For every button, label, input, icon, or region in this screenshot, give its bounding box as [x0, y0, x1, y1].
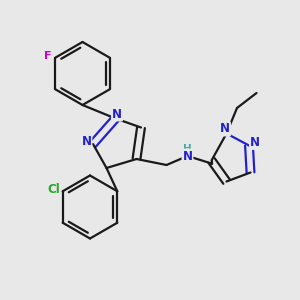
Text: Cl: Cl: [47, 183, 60, 196]
Text: N: N: [220, 122, 230, 136]
Text: H: H: [183, 144, 192, 154]
Text: N: N: [182, 149, 193, 163]
Text: F: F: [44, 51, 52, 61]
Text: N: N: [112, 107, 122, 121]
Text: N: N: [81, 135, 92, 148]
Text: N: N: [250, 136, 260, 149]
